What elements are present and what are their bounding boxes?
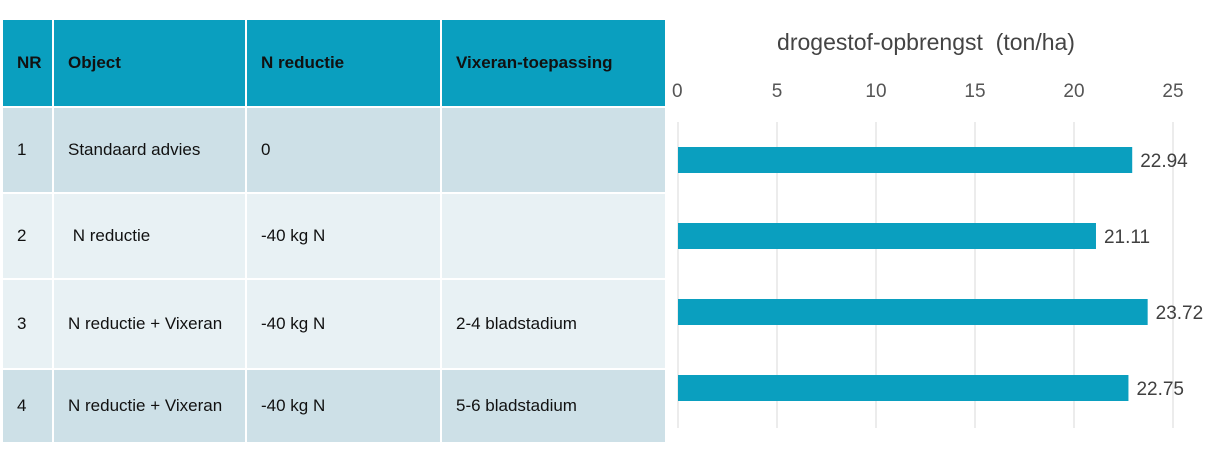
- header-nr: NR: [3, 20, 54, 107]
- table-row: 4 N reductie + Vixeran -40 kg N 5-6 blad…: [3, 369, 665, 442]
- table-header-row: NR Object N reductie Vixeran-toepassing: [3, 20, 665, 107]
- cell-vixeran: 5-6 bladstadium: [441, 369, 665, 442]
- header-object: Object: [53, 20, 247, 107]
- bar-value-label: 23.72: [1156, 303, 1204, 324]
- x-axis-ticks: 0 5 10 15 20 25: [672, 81, 1184, 102]
- bar: [678, 375, 1129, 401]
- header-n-reductie: N reductie: [246, 20, 442, 107]
- x-tick-label: 15: [964, 81, 985, 102]
- cell-nr: 3: [3, 279, 54, 369]
- cell-object: N reductie: [53, 193, 247, 279]
- bar-value-label: 22.75: [1136, 379, 1184, 400]
- cell-vixeran: 2-4 bladstadium: [441, 279, 665, 369]
- x-tick-label: 0: [672, 81, 683, 102]
- chart-title: drogestof-opbrengst (ton/ha): [777, 29, 1075, 55]
- cell-object: Standaard advies: [53, 107, 247, 193]
- cell-vixeran: [441, 193, 665, 279]
- header-vixeran-toepassing: Vixeran-toepassing: [441, 20, 665, 107]
- bars: [678, 147, 1148, 401]
- yield-bar-chart: drogestof-opbrengst (ton/ha) 0 5 10 15 20 25 …: [672, 29, 1203, 428]
- x-tick-label: 25: [1162, 81, 1183, 102]
- bar: [678, 147, 1133, 173]
- cell-object: N reductie + Vixeran: [53, 369, 247, 442]
- x-tick-label: 5: [772, 81, 783, 102]
- cell-vixeran: [441, 107, 665, 193]
- cell-nr: 2: [3, 193, 54, 279]
- table-row: 1 Standaard advies 0: [3, 107, 665, 193]
- cell-n-reductie: -40 kg N: [246, 193, 442, 279]
- cell-nr: 1: [3, 107, 54, 193]
- cell-n-reductie: 0: [246, 107, 442, 193]
- cell-object: N reductie + Vixeran: [53, 279, 247, 369]
- table-row: 2 N reductie -40 kg N: [3, 193, 665, 279]
- table-row: 3 N reductie + Vixeran -40 kg N 2-4 blad…: [3, 279, 665, 369]
- treatment-table: NR Object N reductie Vixeran-toepassing …: [3, 20, 665, 442]
- bar: [678, 299, 1148, 325]
- cell-n-reductie: -40 kg N: [246, 369, 442, 442]
- bar-value-label: 21.11: [1104, 227, 1150, 248]
- bar: [678, 223, 1096, 249]
- data-labels: 22.94 21.11 23.72 22.75: [1104, 151, 1203, 400]
- cell-nr: 4: [3, 369, 54, 442]
- x-tick-label: 20: [1063, 81, 1084, 102]
- cell-n-reductie: -40 kg N: [246, 279, 442, 369]
- x-tick-label: 10: [865, 81, 886, 102]
- bar-value-label: 22.94: [1140, 151, 1188, 172]
